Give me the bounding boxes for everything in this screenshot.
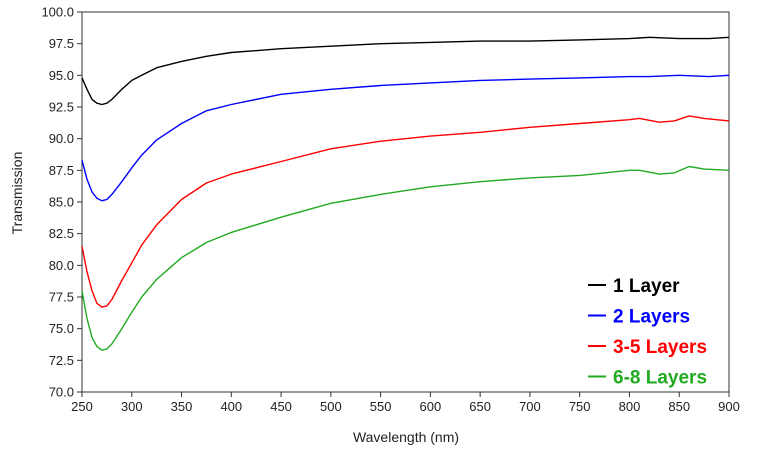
legend: 1 Layer 2 Layers 3-5 Layers 6-8 Layers	[588, 276, 707, 389]
y-tick-label: 97.5	[49, 36, 74, 51]
y-tick-label: 82.5	[49, 226, 74, 241]
legend-label: 3-5 Layers	[613, 337, 707, 358]
legend-label: 1 Layer	[613, 276, 680, 297]
x-tick-label: 750	[569, 399, 591, 414]
legend-label: 6-8 Layers	[613, 368, 707, 389]
y-tick-label: 87.5	[49, 163, 74, 178]
y-tick-label: 90.0	[49, 131, 74, 146]
series-line-6-8-layers	[81, 165, 730, 351]
series-line-1-layer	[81, 36, 730, 106]
x-tick-label: 700	[519, 399, 541, 414]
x-axis: 250 300 350 400 450 500 550 600 650 700 750 800 850 9…	[71, 392, 740, 414]
x-tick-label: 400	[220, 399, 242, 414]
y-tick-label: 92.5	[49, 100, 74, 115]
x-axis-title: Wavelength (nm)	[353, 429, 459, 445]
x-tick-label: 650	[469, 399, 491, 414]
y-tick-label: 100.0	[41, 5, 74, 20]
y-axis: 70.0 72.5 75.0 77.5 80.0 82.5 85.0 87.5 90.0 92.5…	[41, 5, 82, 400]
x-tick-label: 350	[171, 399, 193, 414]
series-layer	[81, 36, 730, 351]
y-tick-label: 72.5	[49, 353, 74, 368]
y-tick-label: 70.0	[49, 385, 74, 400]
x-tick-label: 800	[619, 399, 641, 414]
x-tick-label: 900	[718, 399, 740, 414]
y-tick-label: 85.0	[49, 195, 74, 210]
x-tick-label: 550	[370, 399, 392, 414]
x-tick-label: 300	[121, 399, 143, 414]
y-tick-label: 95.0	[49, 68, 74, 83]
x-tick-label: 850	[668, 399, 690, 414]
x-tick-label: 500	[320, 399, 342, 414]
y-tick-label: 80.0	[49, 258, 74, 273]
x-tick-label: 600	[420, 399, 442, 414]
x-tick-label: 250	[71, 399, 93, 414]
series-line-3-5-layers	[81, 115, 730, 308]
y-axis-title: Transmission	[9, 152, 25, 235]
y-tick-label: 77.5	[49, 290, 74, 305]
x-tick-label: 450	[270, 399, 292, 414]
series-line-2-layers	[81, 74, 730, 202]
legend-label: 2 Layers	[613, 307, 690, 328]
y-tick-label: 75.0	[49, 321, 74, 336]
